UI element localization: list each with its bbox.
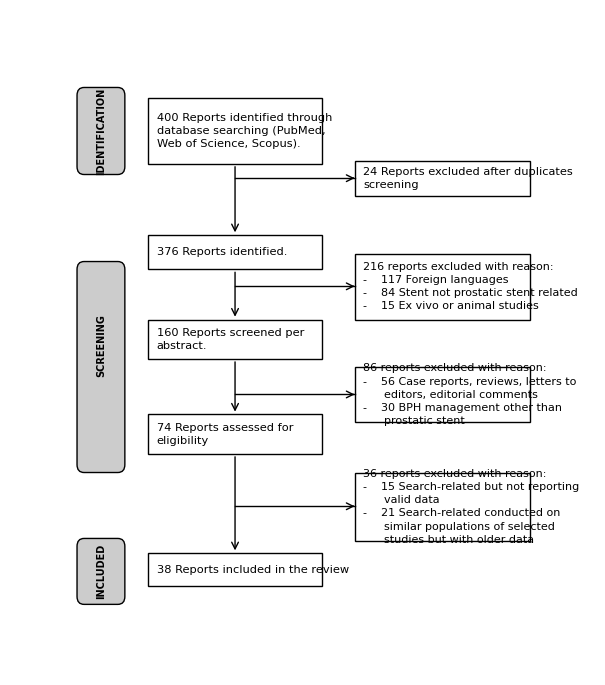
Text: 36 reports excluded with reason:
-    15 Search-related but not reporting
      : 36 reports excluded with reason: - 15 Se… xyxy=(363,469,580,545)
FancyBboxPatch shape xyxy=(148,98,322,164)
FancyBboxPatch shape xyxy=(355,473,531,541)
Text: IDENTIFICATION: IDENTIFICATION xyxy=(96,88,106,175)
Text: 86 reports excluded with reason:
-    56 Case reports, reviews, letters to
     : 86 reports excluded with reason: - 56 Ca… xyxy=(363,363,577,426)
FancyBboxPatch shape xyxy=(148,553,322,586)
FancyBboxPatch shape xyxy=(355,367,531,423)
Text: 400 Reports identified through
database searching (PubMed,
Web of Science, Scopu: 400 Reports identified through database … xyxy=(157,113,332,149)
Text: 24 Reports excluded after duplicates
screening: 24 Reports excluded after duplicates scr… xyxy=(363,167,573,190)
FancyBboxPatch shape xyxy=(355,253,531,319)
FancyBboxPatch shape xyxy=(148,414,322,454)
FancyBboxPatch shape xyxy=(77,262,125,473)
FancyBboxPatch shape xyxy=(77,538,125,604)
Text: 38 Reports included in the review: 38 Reports included in the review xyxy=(157,564,349,575)
Text: SCREENING: SCREENING xyxy=(96,314,106,377)
FancyBboxPatch shape xyxy=(148,235,322,269)
Text: 74 Reports assessed for
eligibility: 74 Reports assessed for eligibility xyxy=(157,423,293,446)
Text: INCLUDED: INCLUDED xyxy=(96,544,106,599)
FancyBboxPatch shape xyxy=(77,88,125,175)
Text: 216 reports excluded with reason:
-    117 Foreign languages
-    84 Stent not p: 216 reports excluded with reason: - 117 … xyxy=(363,262,578,312)
FancyBboxPatch shape xyxy=(355,162,531,196)
Text: 160 Reports screened per
abstract.: 160 Reports screened per abstract. xyxy=(157,327,304,351)
FancyBboxPatch shape xyxy=(148,320,322,359)
Text: 376 Reports identified.: 376 Reports identified. xyxy=(157,247,287,258)
